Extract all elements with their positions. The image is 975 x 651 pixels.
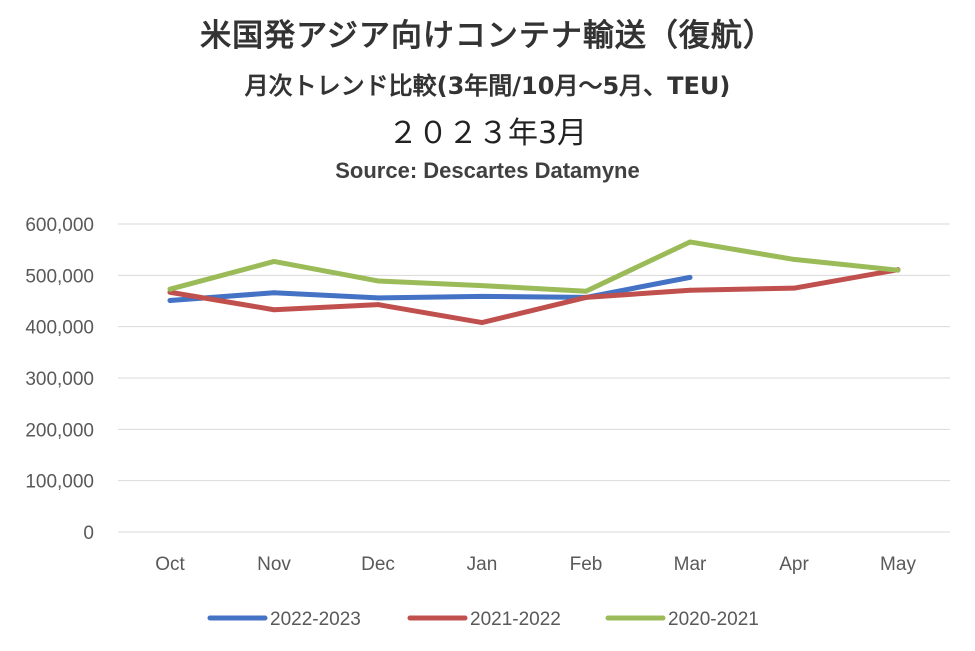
chart-title: 米国発アジア向けコンテナ輸送（復航） xyxy=(200,18,775,54)
data-point xyxy=(479,283,485,288)
data-point xyxy=(479,320,485,325)
data-point xyxy=(791,257,797,262)
x-tick-label: Jan xyxy=(467,554,498,575)
data-point xyxy=(791,285,797,291)
y-tick-label: 0 xyxy=(83,523,94,544)
series-line-2021-2022 xyxy=(167,267,901,326)
legend: 2022-2023 2021-2022 2020-2021 xyxy=(207,609,759,630)
x-tick-label: Mar xyxy=(674,554,707,575)
x-tick-label: Apr xyxy=(779,554,809,575)
legend-label: 2022-2023 xyxy=(270,609,361,630)
data-point xyxy=(583,288,589,294)
y-tick-label: 300,000 xyxy=(25,369,94,390)
data-point xyxy=(583,295,589,300)
data-point xyxy=(375,278,381,284)
series-line-2020-2021 xyxy=(167,239,901,294)
y-tick-label: 500,000 xyxy=(25,266,94,287)
y-tick-label: 100,000 xyxy=(25,472,94,493)
legend-label: 2021-2022 xyxy=(470,609,561,630)
y-tick-label: 200,000 xyxy=(25,420,94,441)
x-axis-ticks: Oct Nov Dec Jan Feb Mar Apr May xyxy=(155,554,916,575)
chart-source: Source: Descartes Datamyne xyxy=(335,158,640,183)
chart-subtitle: 月次トレンド比較(3年間/10月～5月、TEU) xyxy=(244,72,731,100)
x-tick-label: Feb xyxy=(570,554,603,575)
y-tick-label: 400,000 xyxy=(25,318,94,339)
x-tick-label: May xyxy=(880,554,916,575)
x-tick-label: Nov xyxy=(257,554,291,575)
data-point xyxy=(687,287,693,293)
x-tick-label: Dec xyxy=(361,554,395,575)
data-point xyxy=(271,307,277,313)
series-lines xyxy=(167,239,901,326)
data-point xyxy=(687,239,693,245)
gridlines xyxy=(118,223,950,533)
y-axis-ticks: 0 100,000 200,000 300,000 400,000 500,000 600,… xyxy=(25,215,94,544)
data-point xyxy=(687,274,693,280)
x-tick-label: Oct xyxy=(155,554,185,575)
data-point xyxy=(167,286,173,292)
y-tick-label: 600,000 xyxy=(25,215,94,236)
data-point xyxy=(895,267,901,273)
data-point xyxy=(375,295,381,301)
data-point xyxy=(271,259,277,264)
data-point xyxy=(375,302,381,307)
legend-label: 2020-2021 xyxy=(668,609,759,630)
data-point xyxy=(167,298,173,303)
chart-date-label: ２０２３年3月 xyxy=(387,116,588,151)
data-point xyxy=(271,290,277,296)
data-point xyxy=(479,293,485,299)
